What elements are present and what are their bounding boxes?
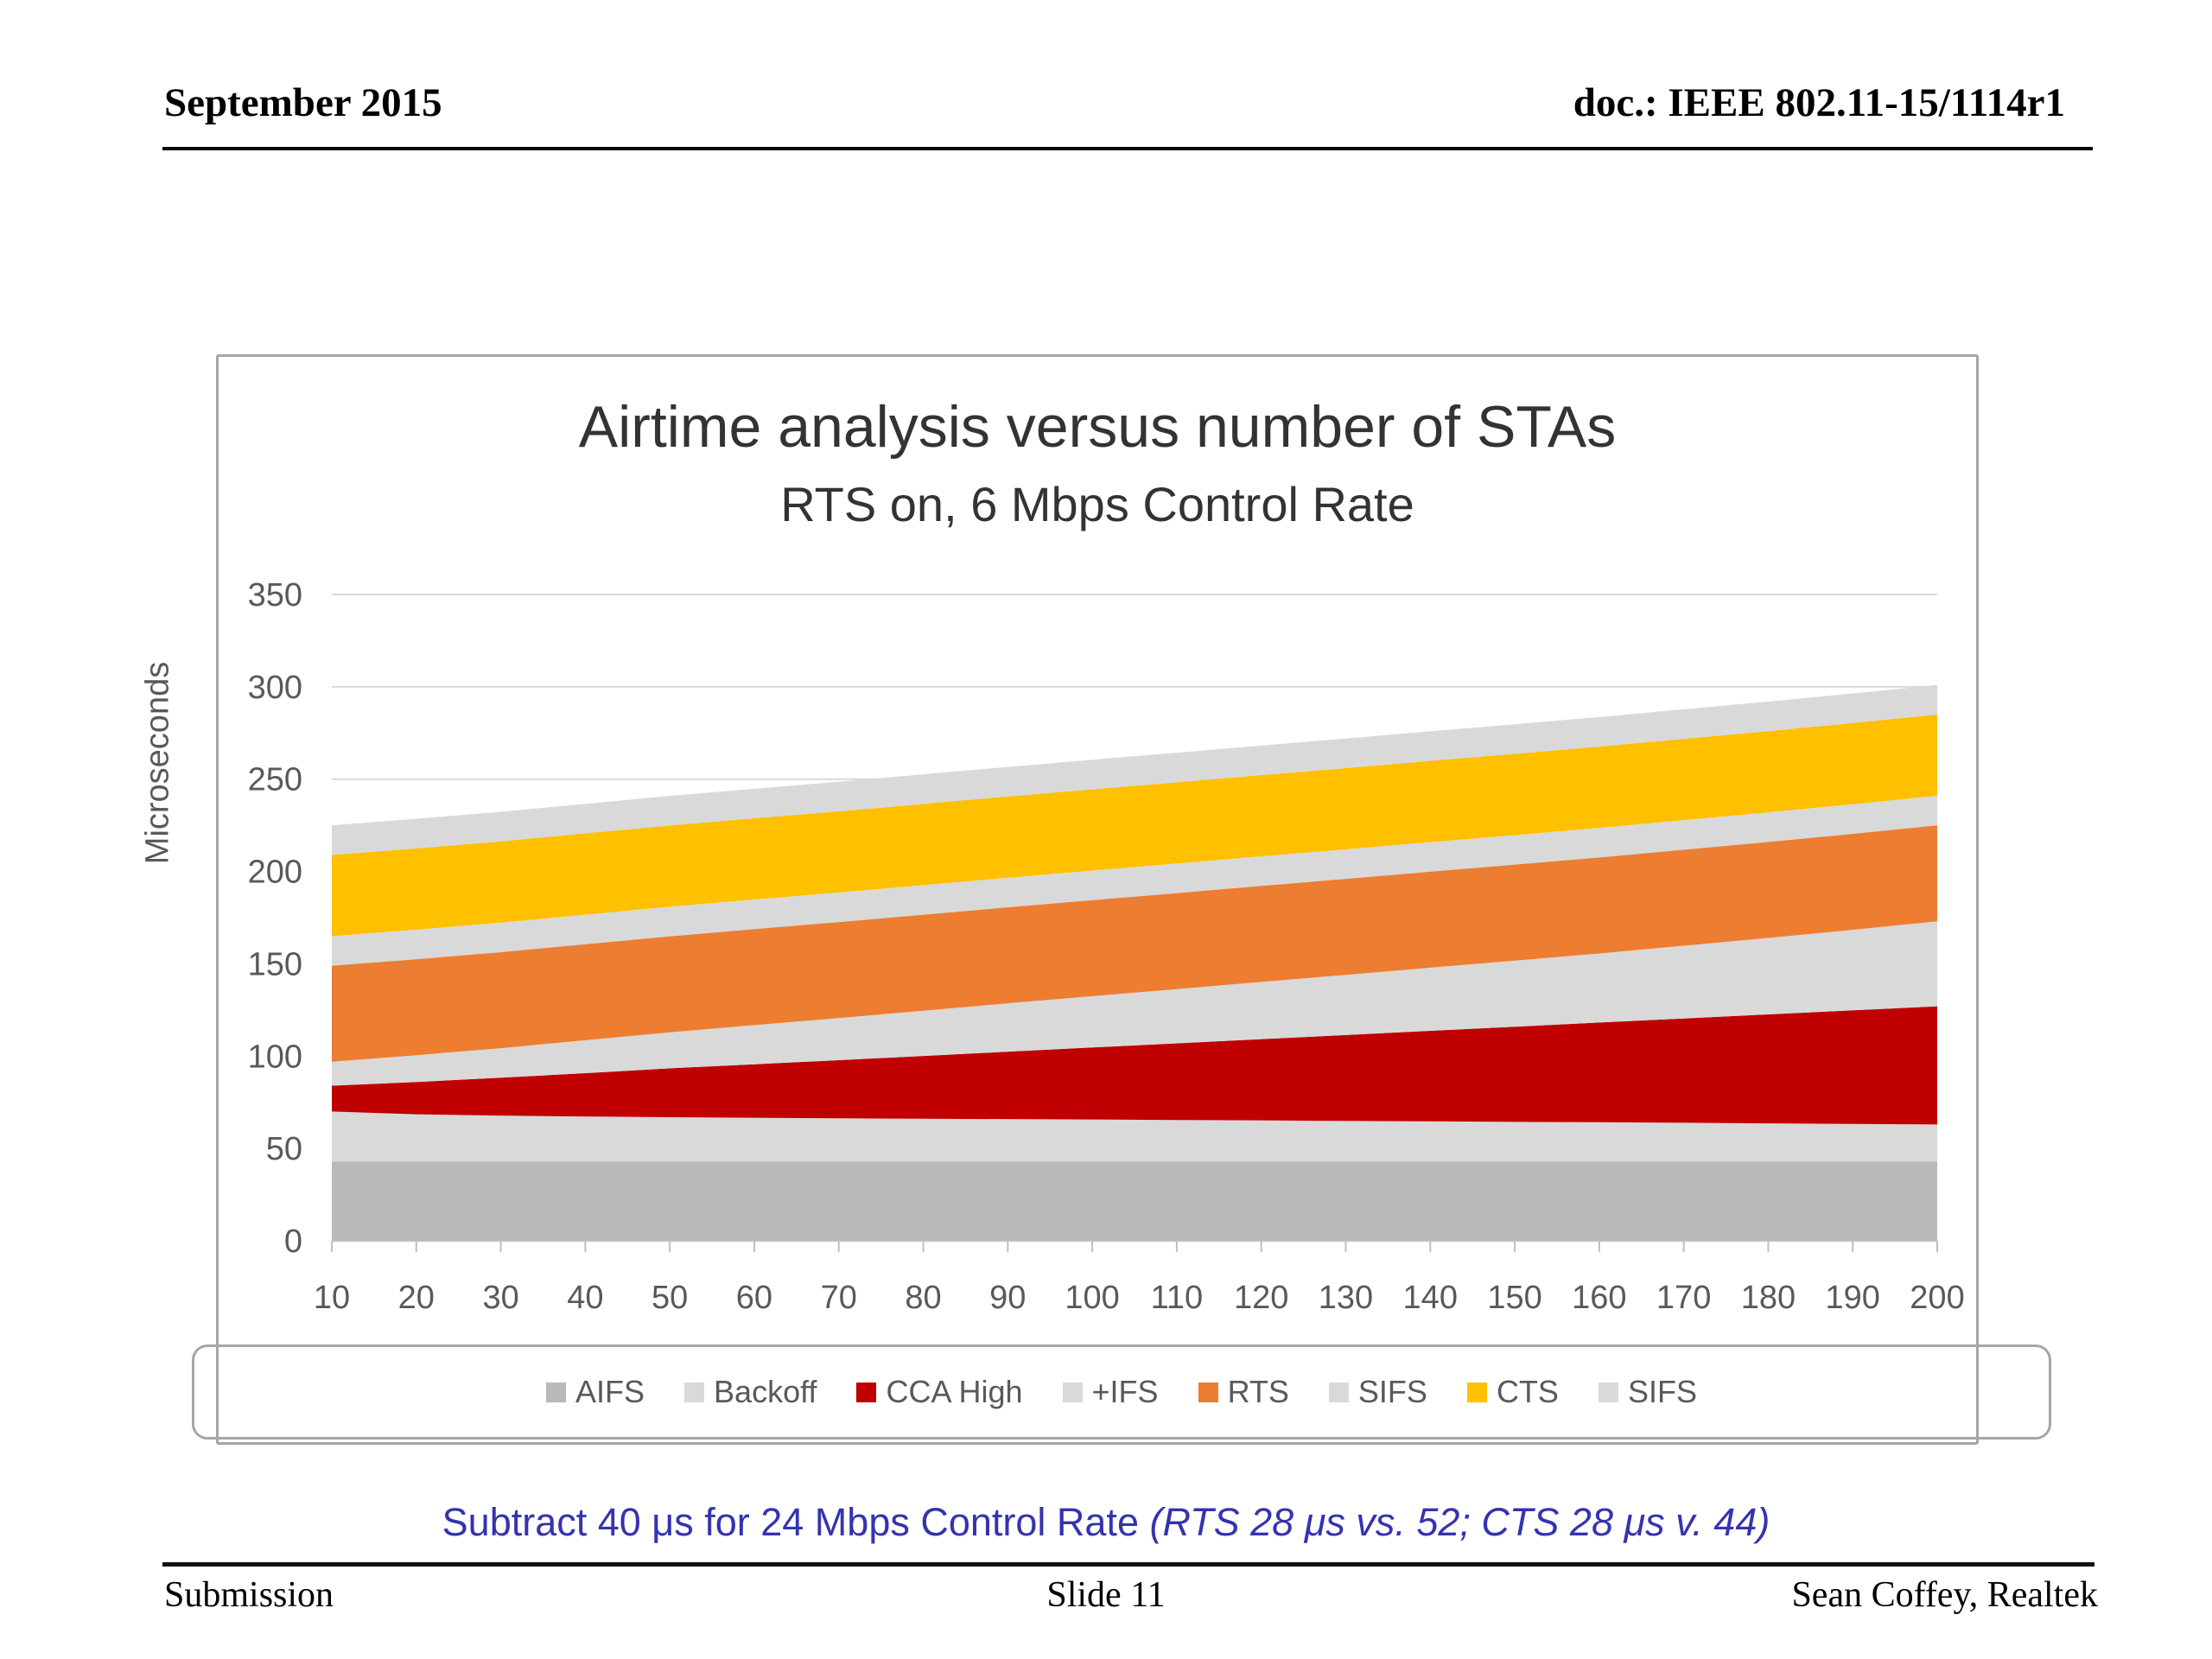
legend-swatch-icon xyxy=(856,1382,877,1402)
area-SIFS xyxy=(332,795,1937,966)
x-tick-label: 50 xyxy=(652,1280,688,1316)
legend-item: AIFS xyxy=(546,1374,645,1410)
y-tick-label: 350 xyxy=(248,577,302,613)
legend-label: SIFS xyxy=(1357,1374,1427,1409)
x-tick-label: 90 xyxy=(989,1280,1026,1316)
x-tick-label: 200 xyxy=(1910,1280,1964,1316)
legend-swatch-icon xyxy=(1328,1382,1349,1402)
y-tick-label: 150 xyxy=(248,946,302,982)
legend-item: RTS xyxy=(1198,1374,1289,1410)
legend-item: SIFS xyxy=(1328,1374,1427,1410)
y-tick-label: 100 xyxy=(248,1039,302,1075)
header-rule xyxy=(162,147,2093,150)
legend-swatch-icon xyxy=(684,1382,705,1402)
x-tick-label: 120 xyxy=(1234,1280,1288,1316)
footer-rule xyxy=(162,1562,2094,1567)
legend-label: SIFS xyxy=(1627,1374,1697,1409)
area-AIFS xyxy=(332,1161,1937,1241)
legend-item: SIFS xyxy=(1598,1374,1697,1410)
legend-label: CCA High xyxy=(886,1374,1023,1409)
footer-slide-number: Slide 11 xyxy=(1046,1575,1166,1615)
legend-label: +IFS xyxy=(1091,1374,1159,1409)
x-tick-label: 140 xyxy=(1403,1280,1458,1316)
x-tick-label: 80 xyxy=(905,1280,941,1316)
x-tick-label: 40 xyxy=(567,1280,603,1316)
x-tick-label: 100 xyxy=(1065,1280,1119,1316)
area-CCA-High xyxy=(332,1006,1937,1125)
footer-author: Sean Coffey, Realtek xyxy=(1791,1575,2098,1615)
y-tick-label: 300 xyxy=(248,670,302,706)
x-tick-label: 60 xyxy=(736,1280,772,1316)
y-tick-label: 200 xyxy=(248,855,302,891)
legend-swatch-icon xyxy=(1598,1382,1618,1402)
x-tick-label: 190 xyxy=(1826,1280,1880,1316)
x-tick-label: 70 xyxy=(821,1280,857,1316)
legend-swatch-icon xyxy=(1466,1382,1487,1402)
x-tick-label: 30 xyxy=(482,1280,518,1316)
legend-swatch-icon xyxy=(1062,1382,1083,1402)
area--IFS xyxy=(332,921,1937,1086)
x-tick-label: 170 xyxy=(1656,1280,1711,1316)
legend-item: Backoff xyxy=(684,1374,817,1410)
chart-title: Airtime analysis versus number of STAs xyxy=(578,394,1617,460)
area-SIFS xyxy=(332,684,1937,855)
x-tick-label: 150 xyxy=(1487,1280,1541,1316)
x-tick-label: 180 xyxy=(1741,1280,1796,1316)
footer-submission: Submission xyxy=(164,1575,334,1615)
x-tick-label: 10 xyxy=(314,1280,350,1316)
legend-label: CTS xyxy=(1496,1374,1559,1409)
header-date: September 2015 xyxy=(164,80,442,125)
area-Backoff xyxy=(332,1111,1937,1162)
legend-swatch-icon xyxy=(1198,1382,1218,1402)
legend-label: Backoff xyxy=(714,1374,817,1409)
x-tick-label: 110 xyxy=(1151,1280,1204,1316)
note-prefix: Subtract 40 μs for 24 Mbps Control Rate xyxy=(442,1500,1150,1544)
chart-subtitle: RTS on, 6 Mbps Control Rate xyxy=(780,477,1414,531)
x-tick-label: 160 xyxy=(1572,1280,1626,1316)
legend-item: +IFS xyxy=(1062,1374,1159,1410)
y-tick-label: 50 xyxy=(266,1131,302,1167)
area-RTS xyxy=(332,825,1937,1062)
note-text: Subtract 40 μs for 24 Mbps Control Rate … xyxy=(0,1500,2212,1545)
area-CTS xyxy=(332,714,1937,937)
legend-item: CCA High xyxy=(856,1374,1023,1410)
y-tick-label: 0 xyxy=(284,1224,302,1260)
chart-legend: AIFS Backoff CCA High +IFS RTS SIFS CTS SIFS xyxy=(192,1344,2051,1440)
legend-item: CTS xyxy=(1466,1374,1559,1410)
note-italic: (RTS 28 μs vs. 52; CTS 28 μs v. 44) xyxy=(1149,1500,1770,1544)
legend-swatch-icon xyxy=(546,1382,567,1402)
x-tick-label: 130 xyxy=(1319,1280,1373,1316)
x-tick-label: 20 xyxy=(398,1280,435,1316)
y-tick-label: 250 xyxy=(248,762,302,798)
y-axis-title: Microseconds xyxy=(139,661,176,865)
header-doc-number: doc.: IEEE 802.11-15/1114r1 xyxy=(1573,80,2065,125)
legend-label: AIFS xyxy=(575,1374,645,1409)
stacked-area-plot: 0 50 100 150 200 250 300 350 10 20 30 40 50 60 70 80 90 1… xyxy=(248,577,1965,1316)
legend-label: RTS xyxy=(1227,1374,1289,1409)
